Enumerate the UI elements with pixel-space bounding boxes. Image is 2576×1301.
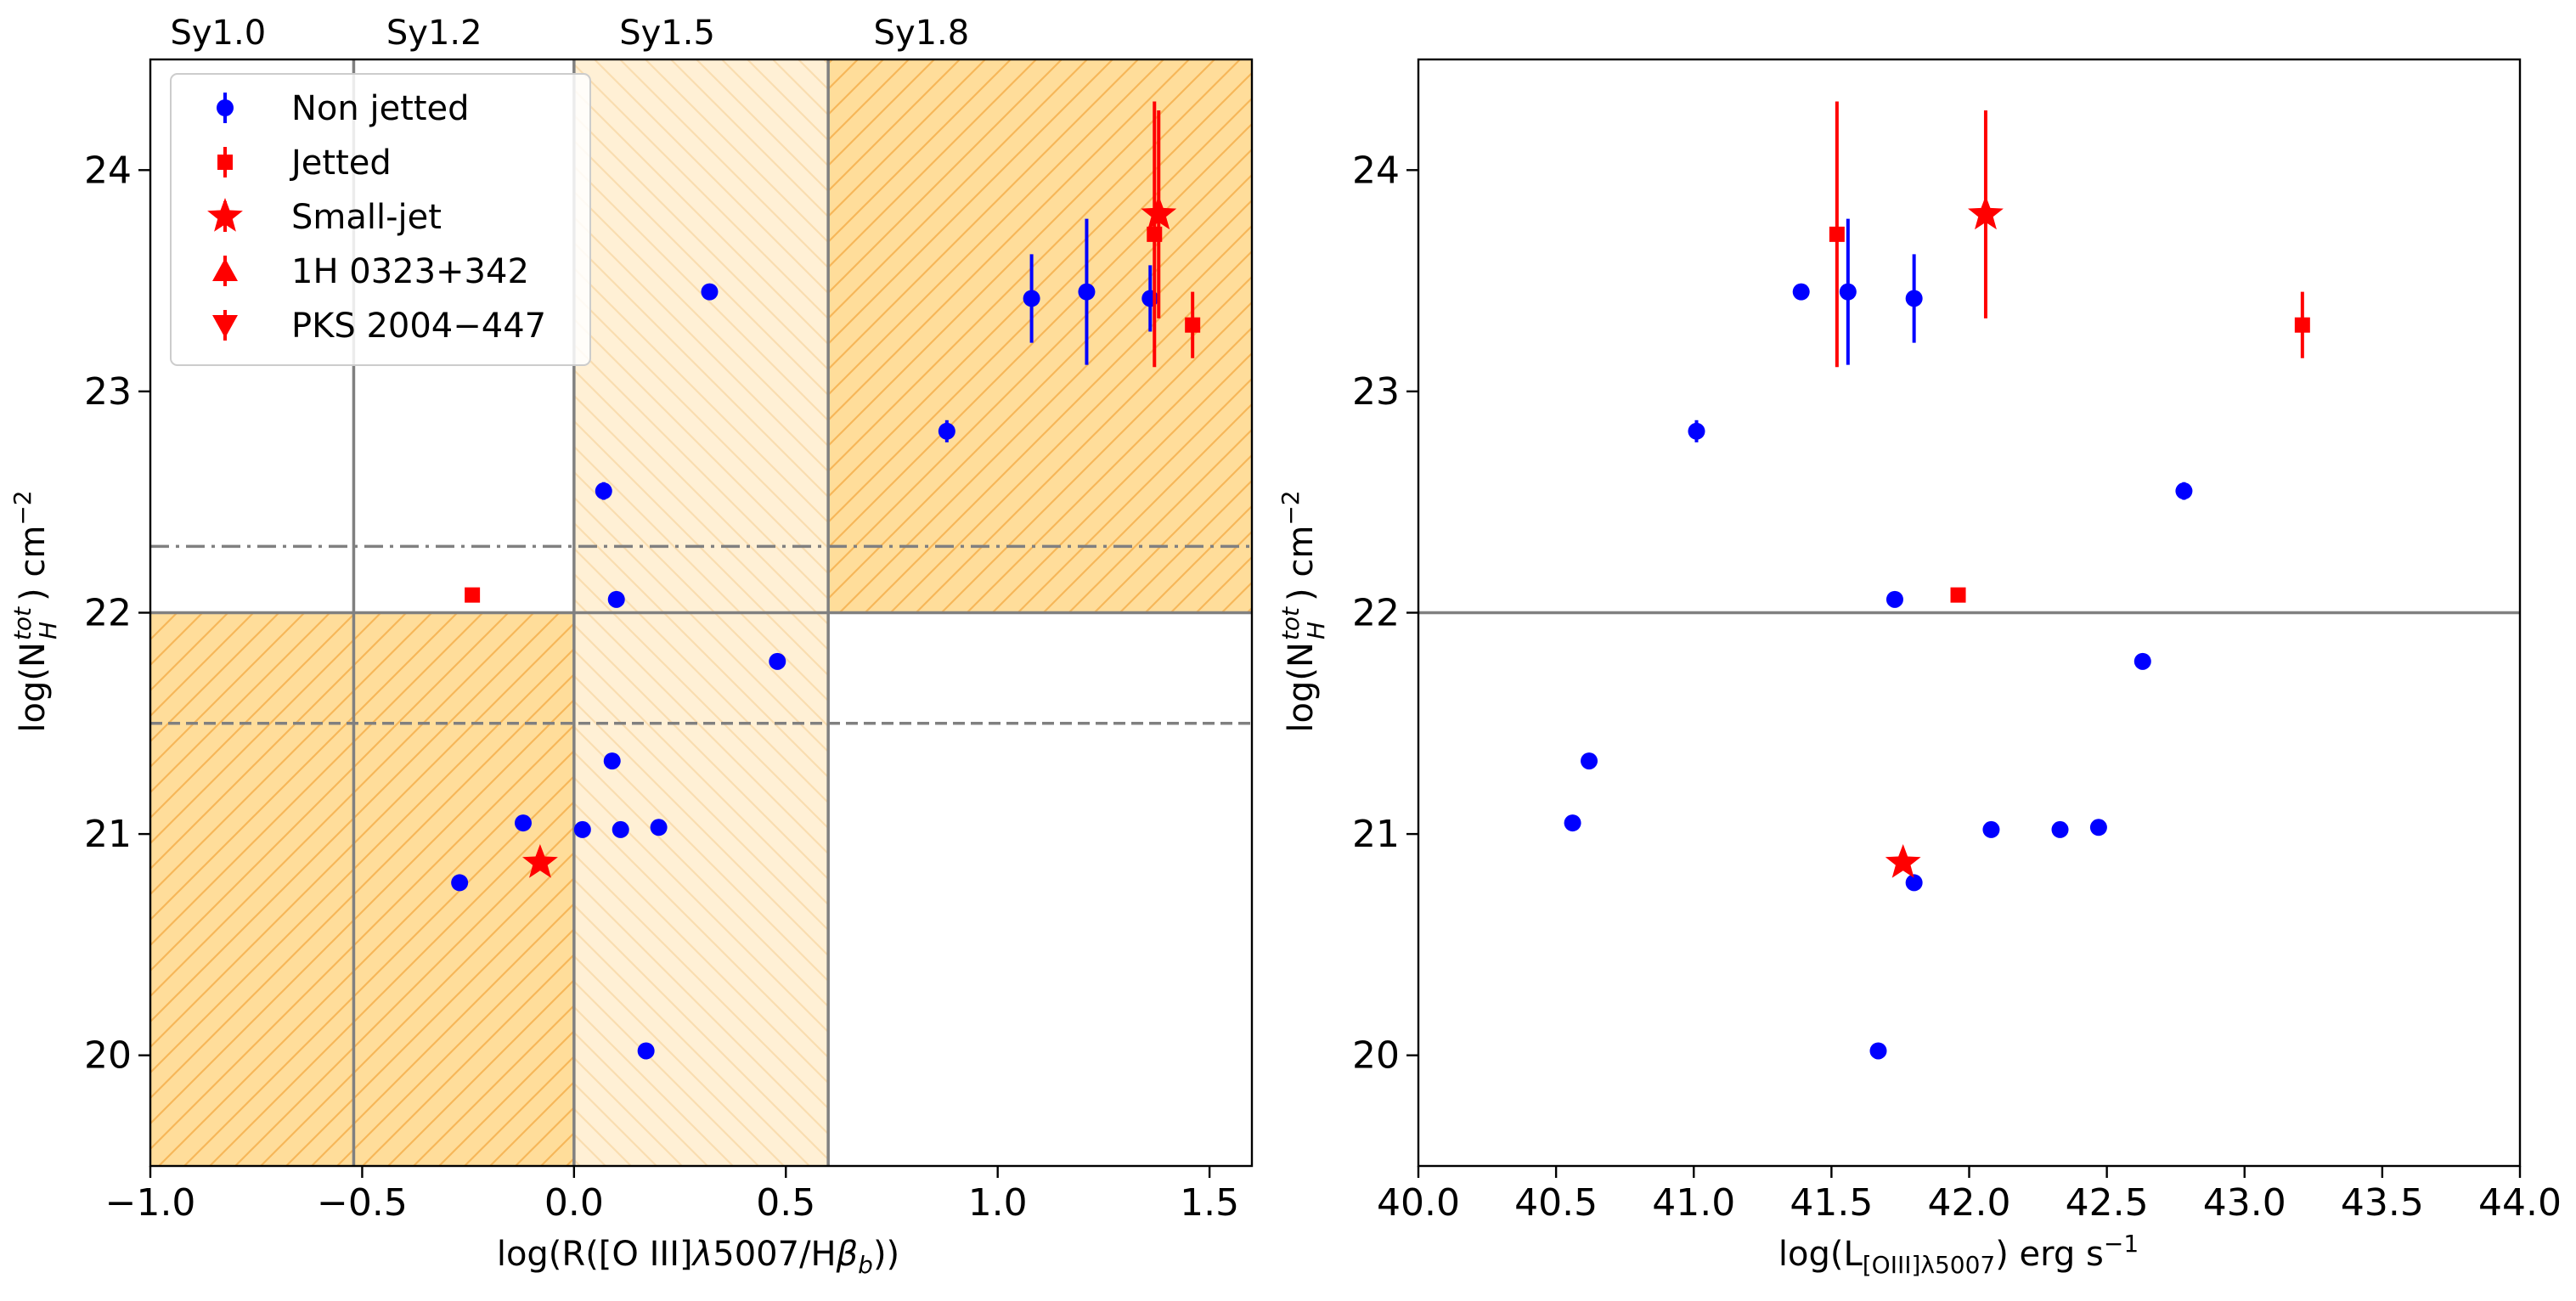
x-tick-label: 0.5: [756, 1181, 815, 1225]
legend: Non jetted Jetted Small-jet 1H 0323+342 PKS …: [170, 73, 591, 366]
y-tick-label: 21: [84, 813, 132, 856]
non-jetted-point: [612, 820, 629, 838]
class-label: Sy1.0: [170, 14, 266, 53]
x-tick-label: 0.0: [544, 1181, 604, 1225]
left-y-axis-label: log(NtotH) cm−2: [8, 490, 62, 732]
non-jetted-point: [1792, 283, 1810, 301]
x-tick-label: 41.0: [1652, 1181, 1735, 1225]
y-tick-label: 22: [84, 592, 132, 635]
small-jet-point: [522, 844, 558, 878]
non-jetted-point: [603, 752, 621, 770]
non-jetted-point: [1839, 283, 1857, 301]
jetted-point: [465, 587, 481, 603]
right-x-axis-label: log(L[OIII]λ5007) erg s−1: [1778, 1230, 2139, 1279]
left-data-points: [451, 101, 1201, 1060]
right-data-points: [1564, 101, 2310, 1060]
left-y-ticks: 20 21 22 23 24: [84, 149, 150, 1078]
non-jetted-point: [1688, 422, 1705, 440]
x-tick-label: 42.5: [2066, 1181, 2149, 1225]
left-x-ticks: −1.0 −0.5 0.0 0.5 1.0 1.5: [105, 1166, 1239, 1225]
legend-marker: [212, 315, 238, 338]
legend-marker: [212, 258, 238, 281]
class-label: Sy1.8: [874, 14, 970, 53]
non-jetted-point: [2134, 652, 2151, 670]
small-jet-point: [1141, 195, 1177, 230]
non-jetted-point: [637, 1042, 655, 1060]
non-jetted-point: [451, 874, 469, 892]
non-jetted-point: [769, 652, 786, 670]
x-tick-label: −1.0: [105, 1181, 196, 1225]
right-y-axis-label: log(NtotH) cm−2: [1277, 490, 1330, 732]
jetted-point: [1829, 226, 1845, 242]
y-tick-label: 20: [84, 1034, 132, 1078]
non-jetted-point: [1905, 290, 1923, 307]
seyfert-class-labels: Sy1.0 Sy1.2 Sy1.5 Sy1.8: [170, 14, 969, 53]
y-tick-label: 22: [1352, 592, 1400, 635]
legend-label: Non jetted: [291, 89, 470, 128]
small-jet-point: [1885, 844, 1921, 878]
legend-box: [170, 73, 591, 366]
non-jetted-point: [1023, 290, 1040, 307]
x-tick-label: 40.0: [1377, 1181, 1460, 1225]
non-jetted-point: [2051, 820, 2069, 838]
non-jetted-point: [573, 820, 591, 838]
non-jetted-point: [1869, 1042, 1887, 1060]
x-tick-label: 1.5: [1180, 1181, 1239, 1225]
legend-label: 1H 0323+342: [291, 252, 529, 291]
jetted-point: [1185, 317, 1201, 333]
y-tick-label: 20: [1352, 1034, 1400, 1078]
jetted-point: [1950, 587, 1966, 603]
class-label: Sy1.5: [619, 14, 715, 53]
y-tick-label: 21: [1352, 813, 1400, 856]
x-tick-label: 1.0: [968, 1181, 1028, 1225]
legend-label: PKS 2004−447: [291, 307, 546, 346]
region-hatch-2: [828, 59, 1252, 613]
y-tick-label: 24: [1352, 149, 1400, 192]
x-tick-label: −0.5: [317, 1181, 408, 1225]
non-jetted-point: [1141, 290, 1159, 307]
right-y-ticks: 20 21 22 23 24: [1352, 149, 1418, 1078]
y-tick-label: 23: [84, 370, 132, 414]
non-jetted-point: [1564, 814, 1581, 832]
non-jetted-point: [1078, 283, 1096, 301]
non-jetted-point: [1982, 820, 2000, 838]
x-tick-label: 44.0: [2478, 1181, 2562, 1225]
legend-label: Jetted: [289, 144, 392, 183]
left-x-axis-label: log(R([O III]λ5007/Hβb)): [497, 1235, 899, 1279]
x-tick-label: 42.0: [1928, 1181, 2011, 1225]
x-tick-label: 43.0: [2203, 1181, 2286, 1225]
non-jetted-point: [1581, 752, 1598, 770]
non-jetted-point: [514, 814, 532, 832]
jetted-point: [2294, 317, 2310, 333]
non-jetted-point: [2175, 482, 2193, 500]
y-tick-label: 24: [84, 149, 132, 192]
region-hatch-0: [150, 612, 574, 1166]
non-jetted-point: [1905, 874, 1923, 892]
y-tick-label: 23: [1352, 370, 1400, 414]
non-jetted-point: [595, 482, 612, 500]
legend-label: Small-jet: [291, 198, 442, 237]
non-jetted-point: [938, 422, 955, 440]
x-tick-label: 40.5: [1514, 1181, 1598, 1225]
x-tick-label: 41.5: [1790, 1181, 1873, 1225]
class-label: Sy1.2: [386, 14, 482, 53]
right-x-ticks: 40.0 40.5 41.0 41.5 42.0 42.5 43.0 43.5 44.0: [1377, 1166, 2562, 1225]
legend-marker: [217, 99, 234, 116]
non-jetted-point: [701, 283, 719, 301]
small-jet-point: [1968, 195, 2004, 230]
non-jetted-point: [2089, 819, 2107, 836]
legend-marker: [207, 198, 243, 232]
non-jetted-point: [1885, 590, 1903, 608]
regions: [150, 59, 1252, 1166]
x-tick-label: 43.5: [2341, 1181, 2424, 1225]
non-jetted-point: [607, 590, 625, 608]
non-jetted-point: [650, 819, 668, 836]
threshold-lines: [150, 544, 1252, 725]
legend-marker: [217, 155, 233, 170]
right-panel: 40.0 40.5 41.0 41.5 42.0 42.5 43.0 43.5 44.0 202…: [1277, 58, 2562, 1279]
